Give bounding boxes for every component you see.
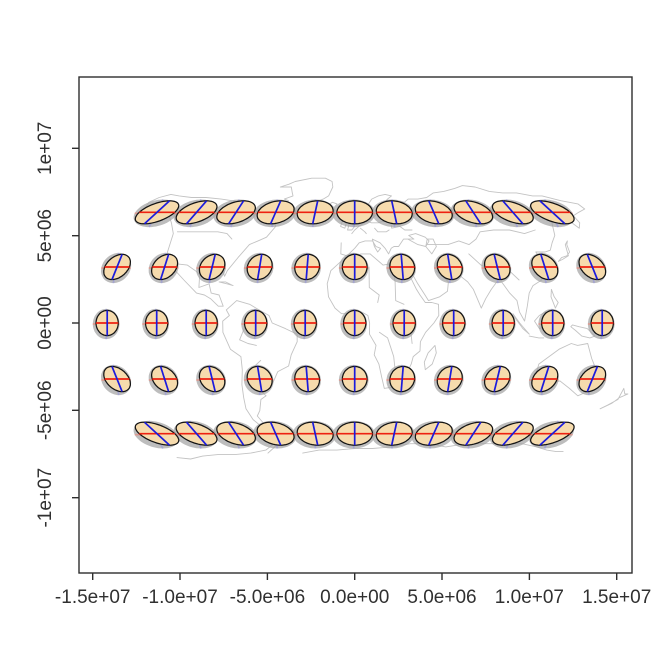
indicatrix-meridian-line — [305, 366, 310, 392]
indicatrix-meridian-line — [256, 254, 263, 280]
country-outline — [512, 313, 530, 335]
x-tick-label: 1.0e+07 — [495, 587, 564, 608]
country-outline — [340, 233, 430, 257]
indicatrix-meridian-line — [208, 366, 217, 392]
indicatrix-meridian-line — [159, 254, 170, 280]
indicatrix-meridian-line — [493, 366, 502, 392]
country-outline — [557, 240, 571, 262]
indicatrix-meridian-line — [185, 421, 208, 446]
indicatrix-meridian-line — [111, 254, 123, 280]
x-tick-label: -1.0e+07 — [142, 587, 218, 608]
indicatrix-meridian-line — [493, 254, 502, 280]
country-outline — [378, 331, 396, 369]
country-outline — [374, 227, 390, 233]
y-tick-label: 1e+07 — [35, 122, 56, 175]
indicatrix-meridian-line — [446, 254, 453, 280]
indicatrix-meridian-line — [256, 366, 263, 392]
y-axis: 1e+07 5e+06 0e+00 -5e+06 -1e+07 — [35, 122, 79, 528]
indicatrix-meridian-line — [539, 200, 566, 225]
indicatrix-meridian-line — [586, 366, 599, 392]
indicatrix-meridian-line — [465, 200, 482, 225]
indicatrix-meridian-line — [208, 254, 217, 280]
indicatrix-meridian-line — [400, 366, 405, 392]
country-outline — [425, 238, 437, 255]
x-tick-label: -5.0e+06 — [230, 587, 306, 608]
indicatrix-meridian-line — [502, 200, 524, 225]
x-tick-label: 5.0e+06 — [407, 587, 476, 608]
country-outline — [599, 387, 629, 410]
indicatrix-meridian-line — [427, 421, 440, 446]
y-tick-label: 5e+06 — [35, 209, 56, 262]
indicatrix-meridian-line — [400, 254, 405, 280]
indicatrix-meridian-line — [305, 254, 310, 280]
indicatrix-meridian-line — [111, 366, 123, 392]
country-outline — [423, 344, 437, 371]
plot-frame — [78, 76, 633, 574]
country-outline — [426, 229, 536, 246]
x-tick-label: 0.0e+00 — [320, 587, 389, 608]
country-outline — [528, 335, 545, 339]
country-outline — [176, 231, 233, 240]
y-tick-label: -1e+07 — [35, 468, 56, 528]
tissot-indicatrices — [95, 200, 615, 446]
indicatrix-meridian-line — [311, 200, 319, 224]
x-tick-label: -1.5e+07 — [55, 587, 131, 608]
indicatrix-meridian-line — [143, 200, 171, 225]
indicatrix-meridian-line — [502, 421, 524, 446]
y-tick-label: -5e+06 — [35, 380, 56, 440]
indicatrix-meridian-line — [227, 200, 245, 225]
indicatrix-meridian-line — [539, 254, 550, 280]
country-outline — [359, 227, 367, 235]
indicatrix-meridian-line — [390, 200, 398, 224]
country-outline — [222, 300, 298, 426]
x-tick-label: 1.5e+07 — [582, 587, 651, 608]
indicatrix-meridian-line — [269, 200, 282, 225]
indicatrix-meridian-line — [227, 421, 245, 446]
country-outline — [239, 328, 257, 346]
country-outline — [550, 288, 559, 309]
indicatrix-meridian-line — [143, 421, 171, 446]
indicatrix-meridian-line — [390, 422, 398, 446]
indicatrix-meridian-line — [465, 421, 482, 446]
country-outline — [368, 266, 380, 303]
country-outline — [218, 281, 234, 287]
country-outline — [570, 324, 596, 339]
indicatrix-meridian-line — [586, 254, 599, 280]
y-tick-label: 0e+00 — [35, 296, 56, 349]
indicatrix-meridian-line — [539, 421, 566, 446]
indicatrix-meridian-line — [159, 366, 170, 392]
indicatrix-meridian-line — [185, 200, 208, 225]
indicatrix-meridian-line — [446, 366, 453, 392]
indicatrix-meridian-line — [427, 200, 440, 225]
indicatrix-meridian-line — [311, 422, 319, 446]
indicatrix-meridian-line — [269, 421, 282, 446]
x-axis: -1.5e+07 -1.0e+07 -5.0e+06 0.0e+00 5.0e+06 1.… — [55, 573, 651, 608]
indicatrix-meridian-line — [539, 366, 550, 392]
